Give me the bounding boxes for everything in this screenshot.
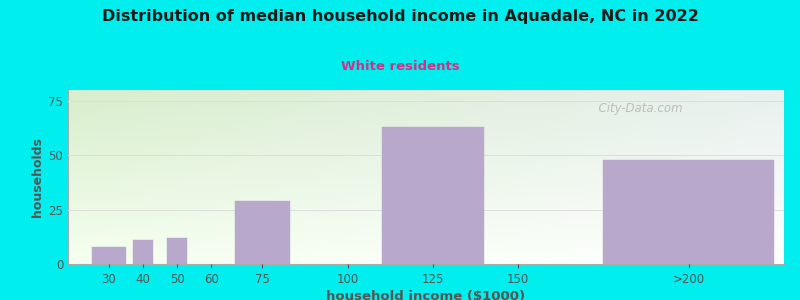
Y-axis label: households: households [31, 137, 44, 217]
Bar [92, 247, 126, 264]
Text: Distribution of median household income in Aquadale, NC in 2022: Distribution of median household income … [102, 9, 698, 24]
Bar [603, 160, 774, 264]
Bar [382, 127, 484, 264]
Bar [235, 201, 290, 264]
X-axis label: household income ($1000): household income ($1000) [326, 290, 526, 300]
Text: White residents: White residents [341, 60, 459, 73]
Bar [133, 240, 154, 264]
Bar [167, 238, 187, 264]
Text: City-Data.com: City-Data.com [590, 102, 682, 115]
